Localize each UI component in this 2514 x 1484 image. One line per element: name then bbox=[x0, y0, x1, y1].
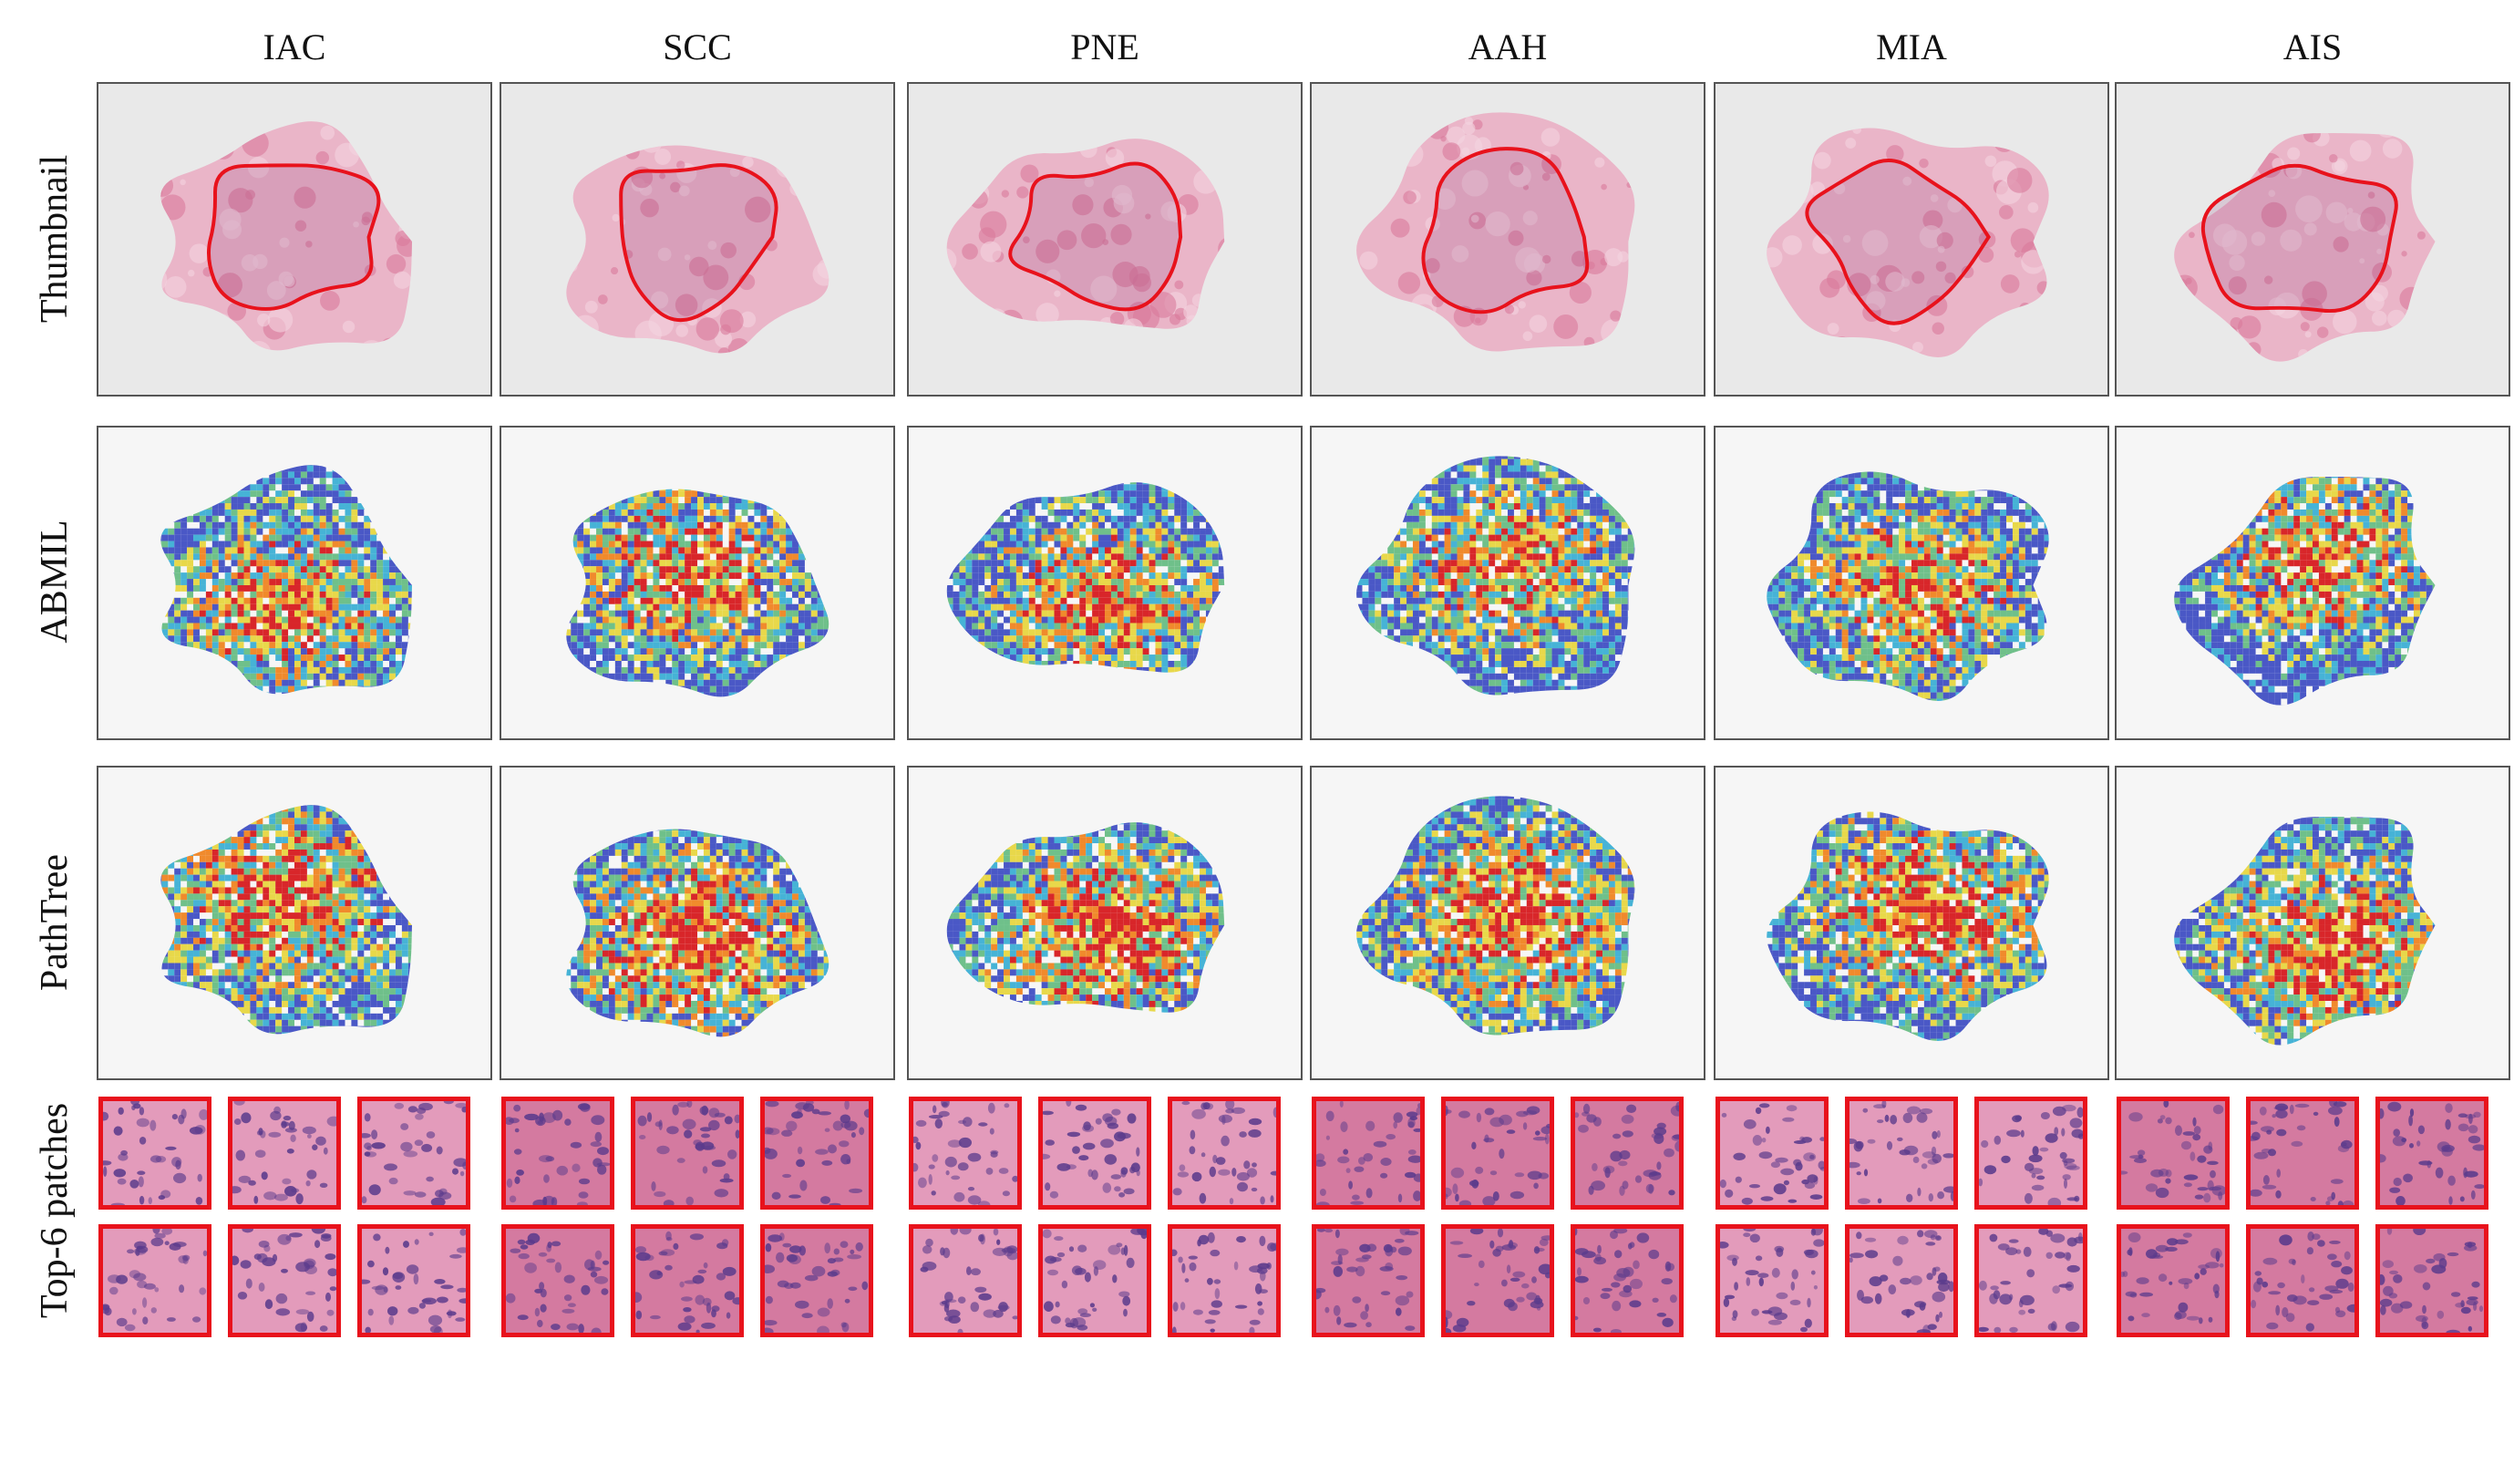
thumbnail-panel-ais bbox=[2115, 82, 2510, 397]
pathtree-panel-scc bbox=[500, 766, 895, 1080]
top-patch-mia-2 bbox=[1845, 1097, 1958, 1210]
top-patch-pne-2 bbox=[1038, 1097, 1151, 1210]
top-patch-pne-4 bbox=[909, 1224, 1022, 1337]
attention-heatmap bbox=[160, 805, 413, 1035]
top-patch-pne-6 bbox=[1168, 1224, 1281, 1337]
top-patch-mia-6 bbox=[1974, 1224, 2087, 1337]
column-title-aah: AAH bbox=[1310, 22, 1705, 73]
pathtree-panel-mia bbox=[1714, 766, 2109, 1080]
top-patch-mia-4 bbox=[1715, 1224, 1829, 1337]
top-patch-iac-6 bbox=[357, 1224, 470, 1337]
figure: IAC SCC PNE AAH MIA AIS Thumbnail ABMIL PathTree… bbox=[34, 22, 2510, 1337]
abmil-panel-pne bbox=[907, 426, 1303, 740]
top-patch-aah-5 bbox=[1441, 1224, 1554, 1337]
top-patch-aah-2 bbox=[1441, 1097, 1554, 1210]
top-patch-ais-2 bbox=[2246, 1097, 2359, 1210]
pathtree-panel-pne bbox=[907, 766, 1303, 1080]
top-patch-ais-6 bbox=[2375, 1224, 2488, 1337]
attention-heatmap bbox=[1356, 796, 1635, 1036]
tumor-annotation-outline bbox=[1805, 159, 1991, 325]
top-patch-scc-5 bbox=[631, 1224, 744, 1337]
abmil-panel-mia bbox=[1714, 426, 2109, 740]
top-patch-scc-2 bbox=[631, 1097, 744, 1210]
attention-heatmap bbox=[566, 829, 829, 1037]
column-title-scc: SCC bbox=[500, 22, 895, 73]
attention-heatmap bbox=[1767, 811, 2049, 1041]
top-patch-scc-4 bbox=[501, 1224, 614, 1337]
attention-heatmap bbox=[2174, 476, 2436, 706]
thumbnail-panel-pne bbox=[907, 82, 1303, 397]
top-patch-ais-5 bbox=[2246, 1224, 2359, 1337]
column-title-mia: MIA bbox=[1714, 22, 2109, 73]
column-title-ais: AIS bbox=[2115, 22, 2510, 73]
tumor-annotation-outline bbox=[207, 163, 381, 311]
attention-heatmap bbox=[946, 822, 1225, 1013]
pathtree-panel-iac bbox=[97, 766, 492, 1080]
top-patch-ais-1 bbox=[2117, 1097, 2230, 1210]
top-patch-aah-1 bbox=[1312, 1097, 1425, 1210]
top-patch-pne-1 bbox=[909, 1097, 1022, 1210]
attention-heatmap bbox=[566, 489, 829, 697]
top-patch-scc-3 bbox=[760, 1097, 873, 1210]
top-patch-aah-3 bbox=[1571, 1097, 1684, 1210]
top-patch-iac-4 bbox=[98, 1224, 211, 1337]
row-title-top-6-patches: Top-6 patches bbox=[27, 937, 82, 1484]
top-patch-iac-5 bbox=[228, 1224, 341, 1337]
attention-heatmap bbox=[946, 482, 1225, 673]
top-patch-mia-5 bbox=[1845, 1224, 1958, 1337]
top-patch-scc-1 bbox=[501, 1097, 614, 1210]
abmil-panel-aah bbox=[1310, 426, 1705, 740]
column-title-pne: PNE bbox=[907, 22, 1303, 73]
tumor-annotation-outline bbox=[619, 163, 778, 323]
top-patch-pne-3 bbox=[1168, 1097, 1281, 1210]
abmil-panel-iac bbox=[97, 426, 492, 740]
attention-heatmap bbox=[160, 465, 413, 695]
tumor-annotation-outline bbox=[2200, 163, 2398, 314]
thumbnail-panel-scc bbox=[500, 82, 895, 397]
thumbnail-panel-iac bbox=[97, 82, 492, 397]
attention-heatmap bbox=[1767, 471, 2049, 701]
top-patch-mia-3 bbox=[1974, 1097, 2087, 1210]
thumbnail-panel-aah bbox=[1310, 82, 1705, 397]
top-patch-scc-6 bbox=[760, 1224, 873, 1337]
top-patch-ais-4 bbox=[2117, 1224, 2230, 1337]
thumbnail-panel-mia bbox=[1714, 82, 2109, 397]
top-patch-iac-3 bbox=[357, 1097, 470, 1210]
attention-heatmap bbox=[2174, 816, 2436, 1046]
top-patch-pne-5 bbox=[1038, 1224, 1151, 1337]
top-patch-ais-3 bbox=[2375, 1097, 2488, 1210]
attention-heatmap bbox=[1356, 456, 1635, 696]
column-title-iac: IAC bbox=[97, 22, 492, 73]
pathtree-panel-ais bbox=[2115, 766, 2510, 1080]
tumor-annotation-outline bbox=[1008, 161, 1183, 312]
tumor-annotation-outline bbox=[1421, 147, 1590, 314]
abmil-panel-ais bbox=[2115, 426, 2510, 740]
pathtree-panel-aah bbox=[1310, 766, 1705, 1080]
top-patch-aah-6 bbox=[1571, 1224, 1684, 1337]
top-patch-aah-4 bbox=[1312, 1224, 1425, 1337]
top-patch-mia-1 bbox=[1715, 1097, 1829, 1210]
top-patch-iac-2 bbox=[228, 1097, 341, 1210]
tissue-section bbox=[566, 145, 829, 354]
top-patch-iac-1 bbox=[98, 1097, 211, 1210]
abmil-panel-scc bbox=[500, 426, 895, 740]
